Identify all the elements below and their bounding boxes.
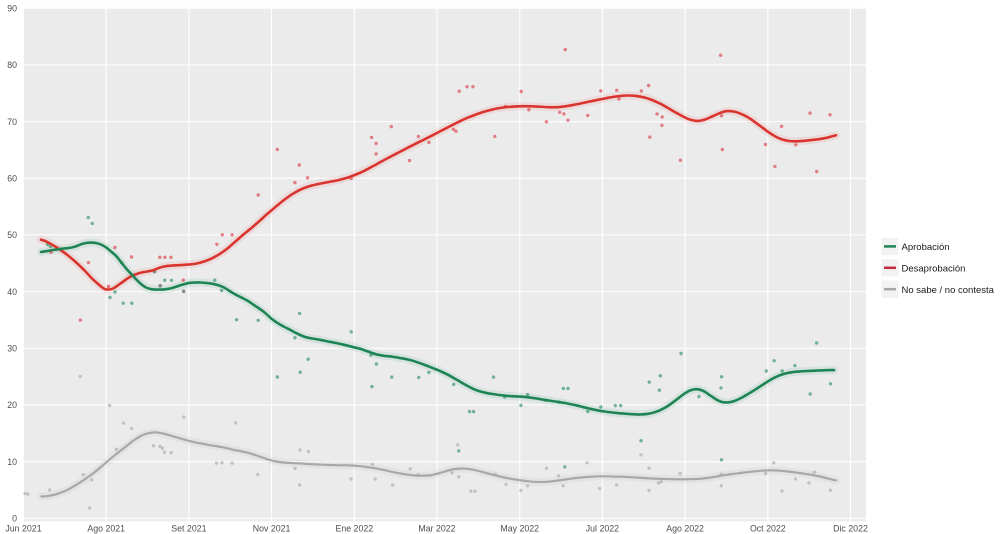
- svg-text:30: 30: [7, 344, 17, 354]
- svg-text:Ago 2021: Ago 2021: [87, 524, 125, 534]
- svg-text:0: 0: [12, 514, 17, 524]
- svg-text:Ago 2022: Ago 2022: [666, 524, 704, 534]
- svg-text:Dic 2022: Dic 2022: [833, 524, 868, 534]
- svg-text:90: 90: [7, 3, 17, 13]
- svg-text:20: 20: [7, 400, 17, 410]
- svg-text:Desaprobación: Desaprobación: [902, 263, 966, 274]
- svg-text:Aprobación: Aprobación: [902, 242, 950, 253]
- svg-text:No sabe / no contesta: No sabe / no contesta: [902, 285, 995, 296]
- svg-text:60: 60: [7, 174, 17, 184]
- svg-text:Ene 2022: Ene 2022: [335, 524, 373, 534]
- svg-text:Nov 2021: Nov 2021: [253, 524, 291, 534]
- svg-text:Jul 2022: Jul 2022: [586, 524, 619, 534]
- svg-text:10: 10: [7, 457, 17, 467]
- svg-text:40: 40: [7, 287, 17, 297]
- svg-text:Oct 2022: Oct 2022: [750, 524, 786, 534]
- svg-text:Mar 2022: Mar 2022: [418, 524, 455, 534]
- svg-text:70: 70: [7, 117, 17, 127]
- svg-text:Jun 2021: Jun 2021: [5, 524, 41, 534]
- svg-text:50: 50: [7, 230, 17, 240]
- svg-text:80: 80: [7, 60, 17, 70]
- svg-text:May 2022: May 2022: [500, 524, 539, 534]
- svg-text:Set 2021: Set 2021: [171, 524, 206, 534]
